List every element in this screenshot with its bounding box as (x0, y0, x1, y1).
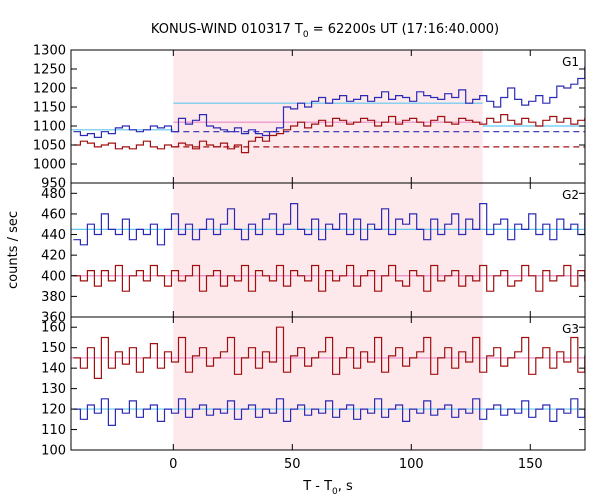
highlight-band (173, 50, 483, 183)
chart-title: KONUS-WIND 010317 T0 = 62200s UT (17:16:… (151, 22, 499, 40)
panel-label: G3 (562, 322, 579, 336)
y-tick-label: 460 (41, 207, 66, 222)
y-tick-label: 110 (41, 423, 66, 438)
x-tick-label: 150 (518, 457, 543, 472)
panel-label: G1 (562, 55, 579, 69)
panel-frame (70, 316, 586, 451)
y-tick-label: 150 (41, 341, 66, 356)
y-tick-label: 160 (41, 321, 66, 336)
y-tick-label: 360 (41, 311, 66, 326)
series-line-red (73, 326, 586, 379)
y-tick-label: 140 (41, 362, 66, 377)
y-tick-label: 1200 (33, 82, 66, 97)
y-tick-label: 1250 (33, 63, 66, 78)
y-tick-label: 440 (41, 228, 66, 243)
y-tick-label: 1100 (33, 120, 66, 135)
panel-g2: 360 380 400 420 440 460 480 G2 (41, 182, 586, 326)
series-line-blue (73, 398, 586, 426)
y-tick-label: 1150 (33, 101, 66, 116)
series-line-blue (73, 66, 586, 138)
x-tick-labels: 0 50 100 150 (169, 457, 542, 472)
y-tick-label: 380 (41, 290, 66, 305)
y-axis-title: counts / sec (6, 211, 21, 289)
x-tick-label: 100 (399, 457, 424, 472)
panel-g3: 100 110 120 130 140 150 160 G3 (41, 316, 586, 459)
y-tick-label: 130 (41, 382, 66, 397)
series-line-blue (73, 203, 586, 246)
y-tick-label: 480 (41, 187, 66, 202)
series-line-red (73, 114, 586, 154)
panel-label: G2 (562, 188, 579, 202)
series-line-red (73, 264, 586, 292)
y-tick-label: 400 (41, 269, 66, 284)
panels-layer: 950 1000 1050 1100 1150 1200 1250 1300 G1 360 380 4… (33, 44, 586, 459)
x-tick-label: 50 (284, 457, 301, 472)
y-tick-label: 1300 (33, 44, 66, 59)
y-tick-label: 950 (41, 177, 66, 192)
y-tick-label: 1050 (33, 139, 66, 154)
x-tick-label: 0 (169, 457, 177, 472)
y-tick-label: 100 (41, 444, 66, 459)
x-axis-title: T - T0, s (302, 479, 353, 497)
highlight-band (173, 183, 483, 317)
y-tick-label: 120 (41, 403, 66, 418)
panel-g1: 950 1000 1050 1100 1150 1200 1250 1300 G1 (33, 44, 586, 192)
y-tick-label: 420 (41, 249, 66, 264)
y-tick-label: 1000 (33, 158, 66, 173)
